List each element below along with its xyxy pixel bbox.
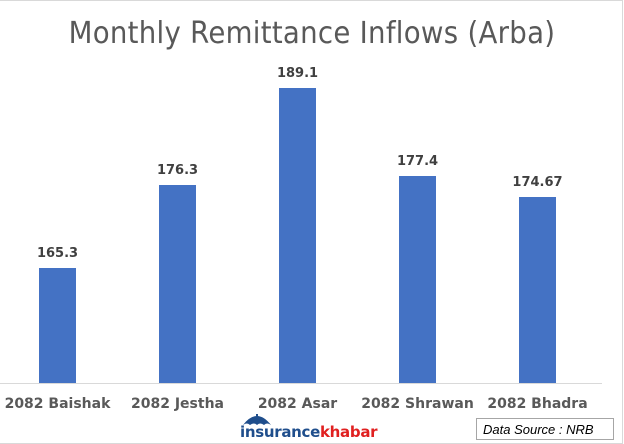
umbrella-icon (243, 414, 271, 425)
x-tick-label: 2082 Jestha (131, 396, 224, 412)
logo-text-khabar: khabar (320, 423, 378, 441)
data-label: 165.3 (36, 246, 79, 261)
x-tick-label: 2082 Baishak (4, 396, 111, 412)
bar (519, 197, 556, 383)
bar (39, 268, 76, 383)
data-label: 174.67 (512, 175, 563, 190)
x-axis-line (0, 383, 602, 384)
chart-title: Monthly Remittance Inflows (Arba) (68, 16, 556, 51)
data-label: 177.4 (396, 154, 439, 169)
data-source-note: Data Source : NRB (476, 418, 614, 440)
bar (399, 176, 436, 383)
x-tick-label: 2082 Asar (257, 396, 338, 412)
logo-text-insurance: insurance (240, 423, 320, 441)
data-label: 176.3 (156, 163, 199, 178)
x-tick-label: 2082 Shrawan (361, 396, 474, 412)
insurancekhabar-logo: insurancekhabar (240, 413, 378, 441)
bar (279, 88, 316, 383)
data-label: 189.1 (276, 66, 319, 81)
x-tick-label: 2082 Bhadra (487, 396, 588, 412)
bar (159, 185, 196, 383)
